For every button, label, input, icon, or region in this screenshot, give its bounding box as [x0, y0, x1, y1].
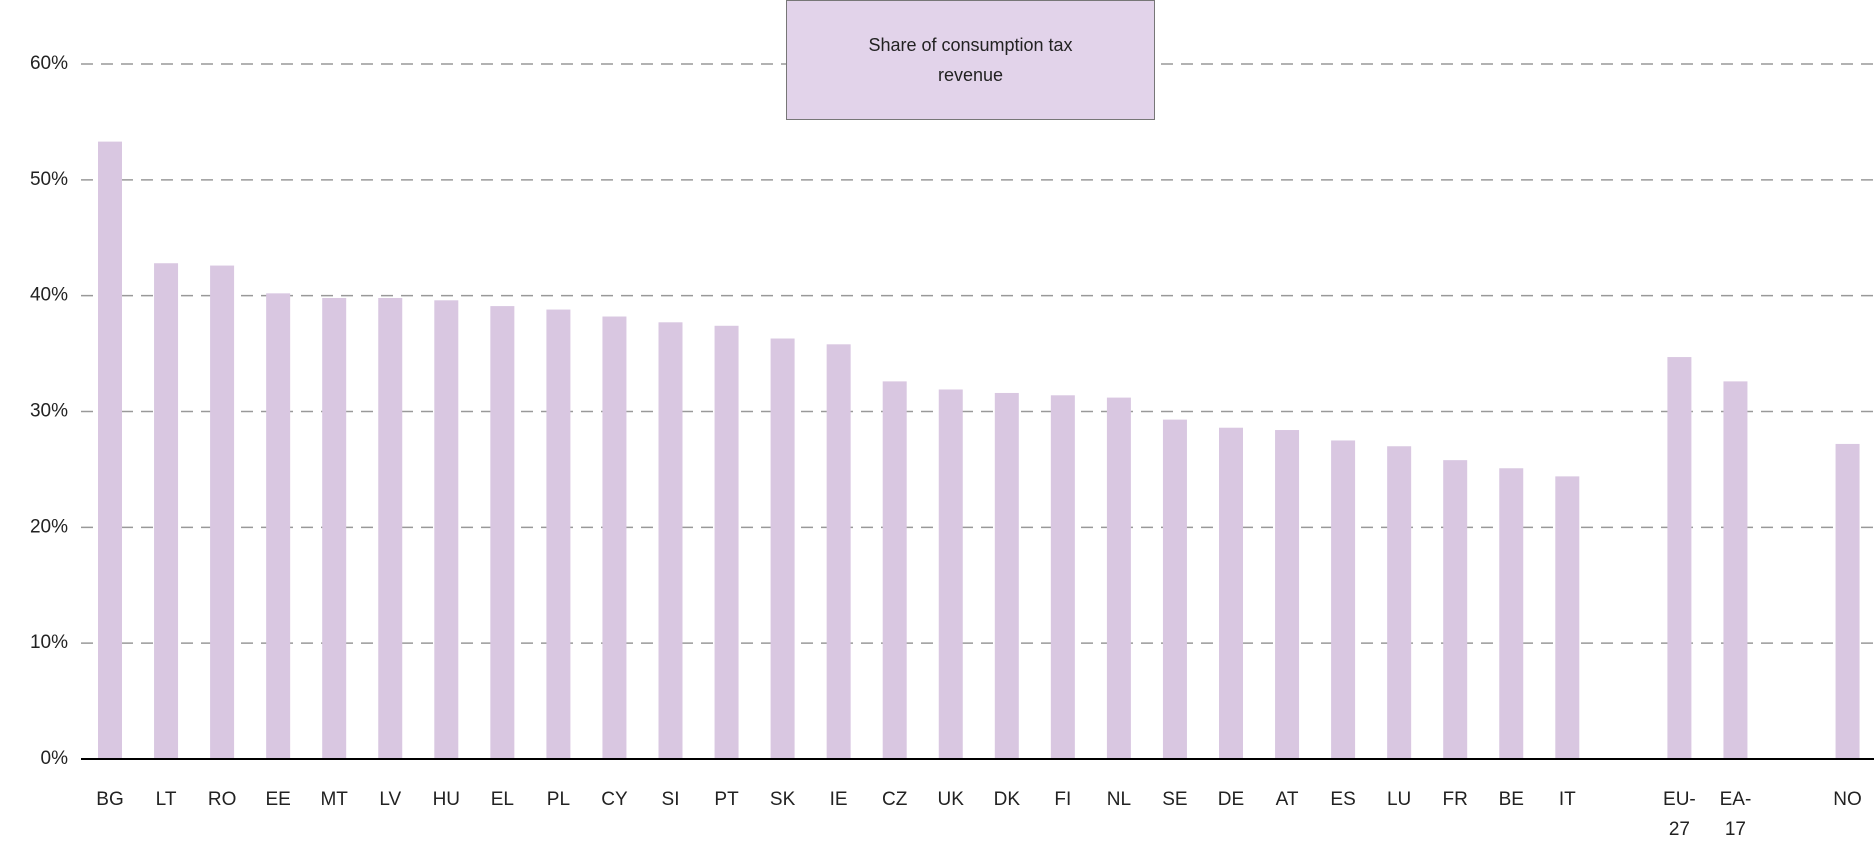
bar	[1331, 440, 1356, 759]
x-tick-label: CZ	[882, 789, 908, 810]
x-tick-label: LT	[155, 789, 177, 810]
bar	[602, 316, 627, 759]
x-tick-label: ES	[1330, 789, 1356, 810]
x-tick-label: PT	[714, 789, 739, 810]
y-tick-label: 50%	[30, 169, 68, 190]
x-tick-label: AT	[1275, 789, 1299, 810]
bar	[1443, 460, 1468, 759]
bar	[1499, 468, 1524, 759]
x-tick-label: FI	[1054, 789, 1072, 810]
bar	[1162, 419, 1187, 759]
x-tick-label: EU-27	[1663, 789, 1696, 840]
x-tick-label: NL	[1106, 789, 1132, 810]
x-tick-label: DK	[993, 789, 1020, 810]
bar	[1219, 427, 1243, 759]
x-tick-label: BG	[96, 789, 124, 810]
bar	[1723, 381, 1748, 759]
bar	[938, 389, 963, 759]
x-tick-label: LU	[1386, 789, 1412, 810]
x-tick-label: HU	[432, 789, 461, 810]
bar	[434, 300, 459, 759]
bar	[882, 381, 907, 759]
x-tick-label: CY	[601, 789, 628, 810]
bar	[1835, 443, 1860, 759]
bar	[1275, 430, 1300, 759]
legend: Share of consumption tax revenue	[786, 0, 1155, 120]
bar	[546, 309, 571, 759]
x-tick-label: RO	[207, 789, 237, 810]
x-tick-label: SI	[661, 789, 680, 810]
x-tick-label: MT	[320, 789, 348, 810]
bar	[826, 344, 851, 759]
y-tick-label: 0%	[41, 748, 69, 769]
y-tick-label: 30%	[30, 401, 68, 422]
y-tick-label: 60%	[30, 53, 68, 74]
x-tick-label: IT	[1558, 789, 1576, 810]
bar	[1050, 395, 1075, 759]
x-tick-label: DE	[1217, 789, 1245, 810]
bar	[1387, 446, 1412, 759]
bar	[490, 306, 515, 759]
x-tick-label: EE	[265, 789, 291, 810]
bar	[378, 297, 403, 759]
y-tick-label: 10%	[30, 632, 68, 653]
x-tick-label: IE	[829, 789, 848, 810]
x-tick-label: SE	[1162, 789, 1188, 810]
bar	[770, 338, 795, 759]
y-tick-label: 40%	[30, 285, 68, 306]
x-tick-label: PL	[546, 789, 571, 810]
y-tick-label: 20%	[30, 516, 68, 537]
legend-label: Share of consumption tax revenue	[868, 35, 1073, 85]
bar	[210, 265, 235, 759]
x-tick-label: SK	[769, 789, 796, 810]
bar	[1555, 476, 1580, 759]
x-tick-label: LV	[379, 789, 402, 810]
bar	[154, 263, 179, 759]
x-tick-label: NO	[1833, 789, 1862, 810]
bar	[98, 141, 122, 759]
x-tick-label: BE	[1498, 789, 1524, 810]
x-tick-label: EA-17	[1719, 789, 1752, 840]
bar	[994, 392, 1019, 759]
x-tick-label: FR	[1442, 789, 1468, 810]
bar	[714, 325, 739, 759]
bar	[1106, 397, 1131, 759]
bar	[322, 297, 347, 759]
bar	[266, 293, 291, 759]
x-tick-label: EL	[490, 789, 514, 810]
x-tick-label: UK	[937, 789, 964, 810]
bar	[658, 322, 683, 759]
bar	[1667, 357, 1692, 759]
